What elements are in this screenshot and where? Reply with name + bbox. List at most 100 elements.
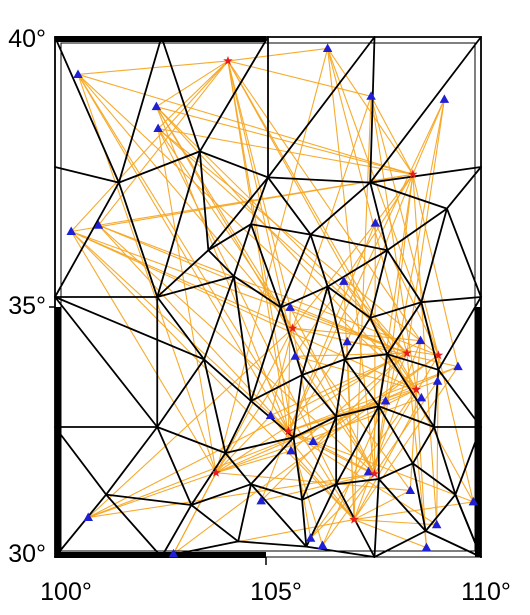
ray-path: [70, 231, 355, 520]
mesh-edge: [437, 296, 482, 371]
ray-path: [343, 281, 417, 390]
mesh-edge: [335, 358, 346, 418]
mesh-edge: [54, 166, 120, 184]
ray-path: [77, 73, 413, 175]
ray-path: [70, 231, 217, 474]
ray-path: [172, 472, 217, 555]
mesh-edge: [156, 426, 193, 506]
ray-path: [157, 128, 439, 356]
mesh-edge: [343, 353, 389, 361]
frame-inner-border: [60, 42, 476, 552]
ray-path: [98, 224, 439, 356]
mesh-edge: [250, 436, 295, 486]
mesh-edge: [292, 436, 303, 501]
ray-path: [409, 389, 417, 491]
mesh-edge: [207, 249, 235, 278]
mesh-edge: [118, 36, 163, 184]
ray-path: [412, 174, 459, 367]
event-star: [402, 348, 412, 358]
ray-path: [412, 99, 445, 175]
ray-path: [437, 355, 474, 503]
ray-path: [287, 99, 445, 432]
mesh-edge: [335, 405, 380, 486]
mesh-edge: [190, 504, 240, 543]
station-triangle: [168, 548, 179, 558]
mesh-edge: [326, 285, 372, 319]
station-triangle: [66, 226, 76, 235]
ray-path: [373, 223, 376, 474]
ray-path: [370, 96, 414, 175]
mesh-edge: [335, 478, 380, 486]
mesh-edge: [420, 296, 482, 304]
mesh-edge: [105, 493, 163, 558]
event-star: [408, 169, 418, 179]
station-triangle: [285, 302, 295, 311]
mesh-edge: [156, 426, 227, 454]
ray-path: [370, 96, 439, 356]
ray-path: [385, 174, 414, 402]
station-triangle: [366, 91, 376, 100]
station-triangle: [405, 485, 416, 494]
event-star: [411, 384, 421, 394]
mesh-edge: [250, 223, 282, 309]
station-triangle: [256, 495, 266, 505]
mesh-edge: [207, 176, 269, 252]
station-triangle: [290, 351, 301, 360]
ray-path: [98, 60, 229, 226]
mesh-edge: [54, 181, 120, 298]
ray-path: [370, 96, 417, 390]
station-triangle: [151, 101, 162, 111]
mesh-edge: [301, 358, 346, 376]
mesh-edge: [267, 36, 376, 179]
mesh-edge: [250, 483, 303, 501]
mesh-edge: [54, 36, 120, 184]
x-tick-label-105: 105°: [250, 578, 302, 606]
station-triangle: [322, 43, 333, 52]
mesh-edge: [292, 374, 303, 439]
ray-path: [288, 430, 437, 526]
mesh-edge: [369, 166, 482, 184]
ray-path: [353, 519, 427, 549]
mesh-edge: [233, 275, 252, 402]
mesh-edge: [224, 452, 252, 486]
mesh-edge: [301, 374, 338, 418]
station-triangle: [453, 361, 463, 371]
frame-outer-border: [54, 36, 482, 558]
mesh-edge: [343, 358, 380, 408]
mesh-edge: [309, 181, 372, 236]
mesh-edge: [105, 426, 159, 496]
station-triangle: [468, 496, 479, 506]
ray-path: [374, 380, 439, 475]
mesh-edge: [156, 150, 201, 298]
mesh-edge: [377, 353, 389, 408]
mesh-edge: [156, 249, 210, 298]
mesh-edge: [118, 181, 159, 298]
frame-right-bar-30-35: [475, 307, 481, 557]
ray-path: [98, 224, 375, 475]
ray-path: [173, 354, 439, 555]
mesh-edge: [343, 316, 372, 361]
station-layer: [66, 43, 479, 558]
mesh-edge: [420, 301, 440, 371]
mesh-edge: [424, 493, 457, 532]
ray-path: [288, 430, 474, 503]
mesh-edge: [250, 223, 312, 236]
ray-path: [353, 96, 372, 520]
ray-path: [288, 430, 369, 473]
ray-path: [287, 341, 348, 432]
station-triangle: [265, 410, 276, 420]
y-tick-label-40: 40°: [8, 25, 46, 53]
mesh-edge: [237, 540, 308, 548]
station-triangle: [432, 376, 443, 385]
event-layer: [211, 55, 444, 524]
frame-top-bar-100-105: [55, 36, 266, 42]
mesh-edge: [309, 233, 389, 252]
mesh-edge: [54, 296, 159, 428]
event-star: [433, 350, 444, 360]
ray-path: [353, 340, 422, 520]
ray-path: [354, 519, 437, 526]
station-triangle: [339, 276, 349, 285]
ray-path: [415, 340, 422, 390]
ray-path: [70, 60, 229, 232]
mesh-edge: [305, 545, 376, 558]
